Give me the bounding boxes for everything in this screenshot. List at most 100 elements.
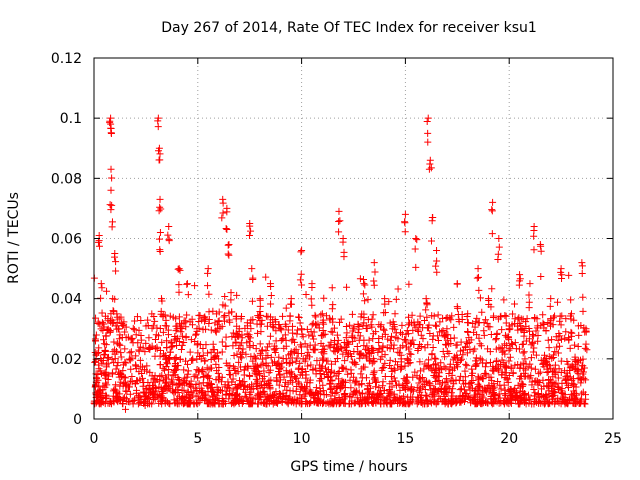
scatter-point-background [315, 324, 323, 332]
scatter-point-cluster [235, 332, 243, 340]
x-tick-label: 10 [293, 431, 311, 447]
scatter-point-background [350, 359, 358, 367]
scatter-point-background [498, 326, 506, 334]
scatter-point-background [335, 368, 343, 376]
scatter-point-background [326, 314, 334, 322]
scatter-point-background [578, 362, 586, 370]
scatter-point-background [199, 344, 207, 352]
scatter-point-cluster [412, 263, 420, 271]
scatter-point [152, 331, 160, 339]
scatter-point-background [356, 275, 364, 283]
scatter-point-background [105, 353, 113, 361]
scatter-point-background [319, 381, 327, 389]
scatter-point-background [213, 383, 221, 391]
scatter-point-background [481, 369, 489, 377]
scatter-point-background [229, 342, 237, 350]
scatter-point-background [215, 376, 223, 384]
scatter-point-background [554, 383, 562, 391]
scatter-point-background [368, 315, 376, 323]
scatter-point [235, 325, 243, 333]
scatter-point-cluster [193, 341, 201, 349]
scatter-point-background [180, 317, 188, 325]
scatter-point-background [390, 374, 398, 382]
scatter-point-background [479, 375, 487, 383]
scatter-point-background [422, 391, 430, 399]
scatter-point-cluster [427, 164, 435, 172]
scatter-point-background [253, 383, 261, 391]
data-points [90, 114, 591, 413]
scatter-point-background [266, 384, 274, 392]
scatter-point-background [430, 396, 438, 404]
scatter-point-background [482, 371, 490, 379]
scatter-point-background [350, 373, 358, 381]
scatter-point-background [151, 317, 159, 325]
scatter-point-background [297, 382, 305, 390]
scatter-point-background [95, 344, 103, 352]
scatter-point-background [120, 318, 128, 326]
scatter-point-background [396, 386, 404, 394]
scatter-point-background [242, 350, 250, 358]
scatter-point-background [417, 331, 425, 339]
scatter-point-cluster [488, 230, 496, 238]
scatter-point-background [264, 394, 272, 402]
scatter-point-background [302, 398, 310, 406]
scatter-point-background [478, 308, 486, 316]
scatter-point-background [553, 343, 561, 351]
scatter-point-background [337, 315, 345, 323]
scatter-point-background [369, 311, 377, 319]
scatter-point-background [133, 313, 141, 321]
scatter-point-background [128, 354, 136, 362]
scatter-point-background [459, 351, 467, 359]
scatter-point [526, 280, 534, 288]
scatter-point-background [260, 387, 268, 395]
scatter-point-cluster [463, 312, 471, 320]
scatter-point-background [540, 400, 548, 408]
scatter-point [422, 295, 430, 303]
scatter-point-background [386, 362, 394, 370]
scatter-point-background [166, 400, 174, 408]
scatter-point-background [118, 400, 126, 408]
scatter-point-background [457, 385, 465, 393]
scatter-point-cluster [381, 300, 389, 308]
scatter-point-background [556, 317, 564, 325]
scatter-point-background [284, 380, 292, 388]
scatter-point-background [368, 398, 376, 406]
scatter-point-background [472, 399, 480, 407]
scatter-point-cluster [349, 337, 357, 345]
scatter-point-background [336, 397, 344, 405]
scatter-point-background [528, 381, 536, 389]
scatter-point-background [404, 356, 412, 364]
scatter-point-cluster [227, 296, 235, 304]
scatter-point-background [266, 332, 274, 340]
scatter-point-background [377, 400, 385, 408]
scatter-point-cluster [370, 277, 378, 285]
scatter-point-background [459, 346, 467, 354]
scatter-point-background [343, 329, 351, 337]
scatter-point-background [494, 377, 502, 385]
scatter-point-background [556, 332, 564, 340]
scatter-point-background [95, 365, 103, 373]
scatter-point-background [416, 341, 424, 349]
scatter-point-background [320, 391, 328, 399]
scatter-point-cluster [216, 373, 224, 381]
scatter-point-background [479, 359, 487, 367]
scatter-point-background [343, 283, 351, 291]
scatter-point-cluster [329, 328, 337, 336]
scatter-point-background [407, 350, 415, 358]
scatter-point-cluster [154, 117, 162, 125]
scatter-point-background [257, 381, 265, 389]
scatter-point-background [333, 331, 341, 339]
scatter-point-background [222, 359, 230, 367]
scatter-point-background [548, 336, 556, 344]
scatter-point-cluster [175, 281, 183, 289]
scatter-point-cluster [537, 247, 545, 255]
scatter-point-cluster [165, 235, 173, 243]
scatter-point-background [307, 389, 315, 397]
scatter-point-background [333, 355, 341, 363]
scatter-point-cluster [267, 300, 275, 308]
scatter-point-background [254, 391, 262, 399]
scatter-point-cluster [173, 342, 181, 350]
scatter-point-background [385, 298, 393, 306]
scatter-point-background [110, 318, 118, 326]
scatter-point-background [402, 385, 410, 393]
